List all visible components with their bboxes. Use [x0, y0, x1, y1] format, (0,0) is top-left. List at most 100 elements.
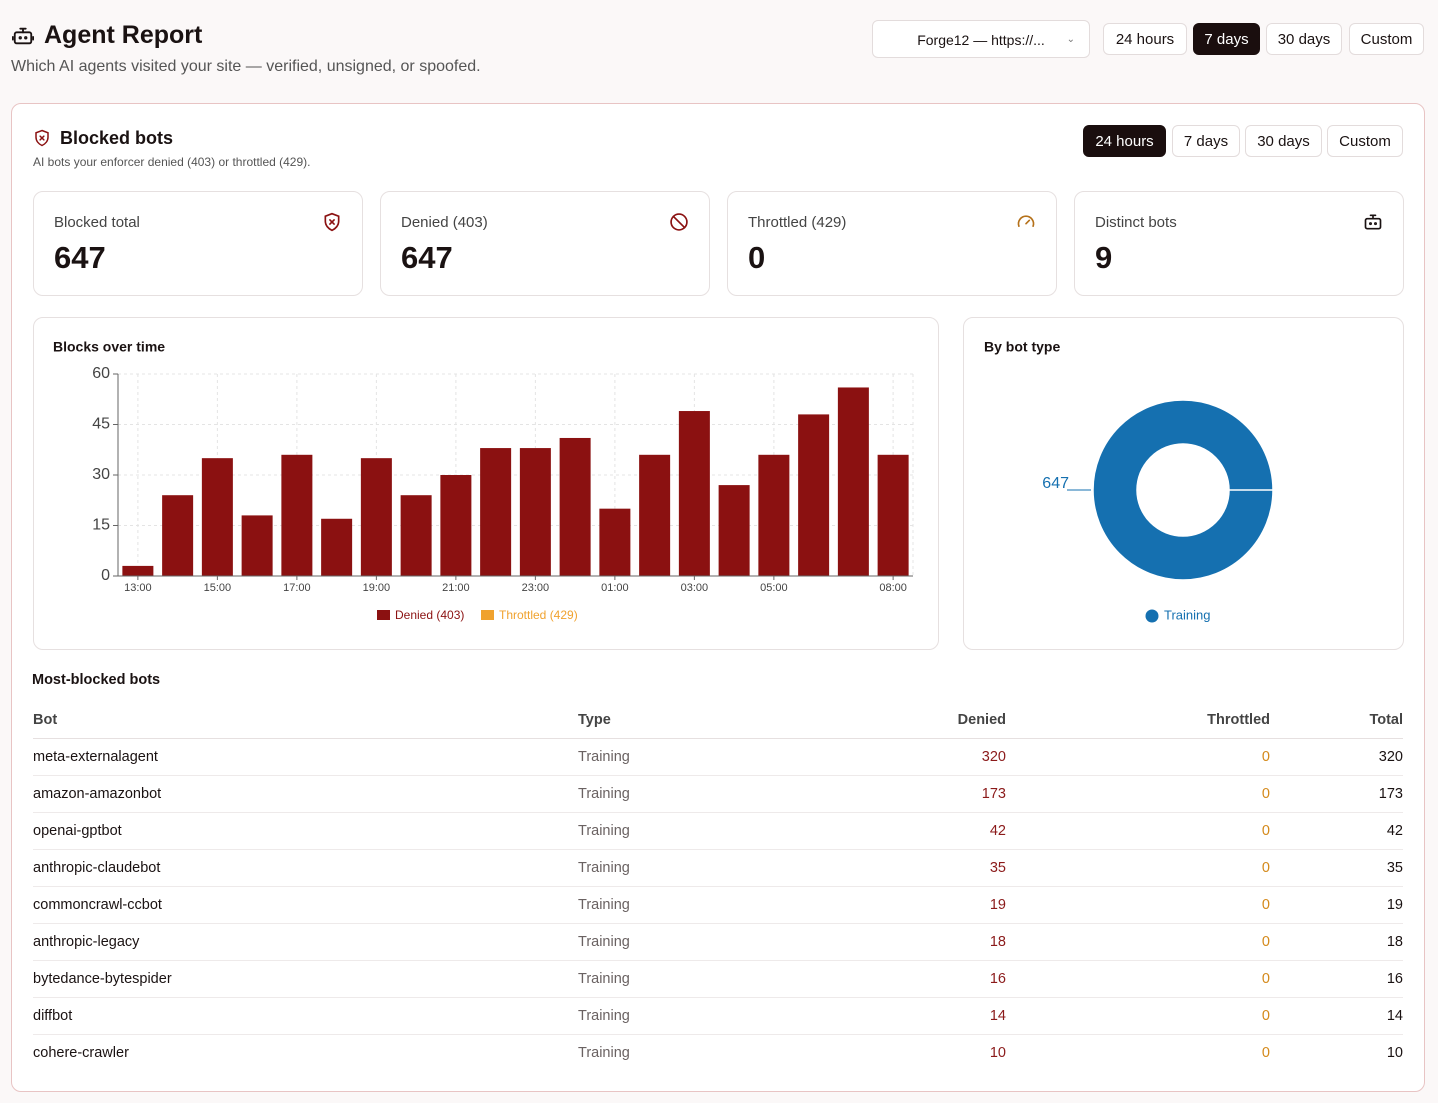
stat-icon	[1363, 212, 1383, 232]
table-cell: Training	[578, 934, 630, 950]
row-divider	[33, 1034, 1403, 1035]
legend-label: Throttled (429)	[499, 608, 578, 622]
legend-label: Denied (403)	[395, 608, 464, 622]
stat-icon	[1016, 212, 1036, 232]
table-cell: 0	[1261, 860, 1270, 876]
bar	[678, 411, 710, 576]
range-button[interactable]: 7 days	[1193, 23, 1260, 55]
robot-icon	[12, 27, 34, 45]
range-button[interactable]: 24 hours	[1103, 23, 1187, 55]
table-cell: 16	[989, 971, 1006, 987]
panel-title: Blocked bots	[60, 128, 174, 148]
bar	[281, 454, 313, 576]
y-tick-label: 45	[92, 416, 110, 433]
chevron: ⌄	[1066, 34, 1075, 45]
icon	[1364, 214, 1382, 230]
stat-card: Distinct bots 9	[1074, 191, 1404, 296]
header-divider	[33, 738, 1403, 739]
charts: Blocks over time 0 15 30 45 60 13:00 15:00 17:00…	[53, 339, 1274, 623]
row-divider	[33, 849, 1403, 850]
bar	[360, 458, 392, 576]
table-cell: 0	[1261, 971, 1270, 987]
stat-icon	[322, 212, 342, 232]
stat-label: Blocked total	[54, 214, 140, 231]
column-header: Denied	[957, 712, 1006, 728]
table-cell: 19	[1386, 897, 1403, 913]
table-cell: 16	[1386, 971, 1403, 987]
bar	[122, 565, 154, 576]
stat-value: 9	[1095, 240, 1113, 275]
column-header: Throttled	[1207, 712, 1270, 728]
stat-value: 0	[748, 240, 766, 275]
panel-subtitle: AI bots your enforcer denied (403) or th…	[33, 155, 311, 169]
table-cell: 0	[1261, 1045, 1270, 1061]
x-tick-label: 17:00	[283, 582, 311, 594]
table-cell: 10	[989, 1045, 1006, 1061]
table-cell: 42	[1386, 823, 1403, 839]
table-cell: 35	[1386, 860, 1403, 876]
row-divider	[33, 812, 1403, 813]
legend-label: Training	[1164, 607, 1210, 622]
range-button[interactable]: Custom	[1327, 125, 1403, 157]
table-cell: 0	[1261, 934, 1270, 950]
bar	[599, 508, 631, 576]
table-cell: 0	[1261, 897, 1270, 913]
icon	[324, 212, 340, 232]
y-tick-label: 30	[92, 466, 110, 483]
column-header: Total	[1369, 712, 1403, 728]
stat-value: 647	[54, 240, 106, 275]
x-tick-label: 19:00	[363, 582, 391, 594]
table-cell: amazon-amazonbot	[33, 786, 162, 802]
stat-icon	[669, 212, 689, 232]
x-tick-label: 08:00	[879, 582, 907, 594]
x-tick-label: 05:00	[760, 582, 788, 594]
table-cell: 10	[1386, 1045, 1403, 1061]
table-cell: anthropic-claudebot	[33, 860, 161, 876]
table-cell: 320	[1378, 749, 1403, 765]
table-cell: cohere-crawler	[33, 1045, 129, 1061]
table-cell: 35	[989, 860, 1006, 876]
table-cell: 173	[1378, 786, 1403, 802]
row-divider	[33, 886, 1403, 887]
bar	[639, 454, 671, 576]
table-cell: commoncrawl-ccbot	[33, 897, 162, 913]
row-divider	[33, 923, 1403, 924]
column-header: Type	[578, 712, 611, 728]
table-cell: 320	[981, 749, 1006, 765]
legend-swatch	[377, 610, 390, 620]
site-select[interactable]: Forge12 — https://... ⌄	[872, 20, 1090, 58]
chart-title: By bot type	[984, 339, 1060, 355]
bar	[559, 437, 591, 576]
stat-card: Throttled (429) 0	[727, 191, 1057, 296]
chart-title: Blocks over time	[53, 339, 165, 355]
table-title: Most-blocked bots	[32, 672, 161, 688]
table-cell: 18	[1386, 934, 1403, 950]
x-tick-label: 13:00	[124, 582, 152, 594]
range-button[interactable]: 30 days	[1266, 23, 1342, 55]
stat-card: Blocked total 647	[33, 191, 363, 296]
table-cell: openai-gptbot	[33, 823, 122, 839]
range-button[interactable]: 7 days	[1172, 125, 1240, 157]
value-label: 647	[1042, 475, 1069, 492]
table-cell: Training	[578, 749, 630, 765]
legend-swatch	[481, 610, 494, 620]
bar	[837, 387, 869, 576]
bar	[162, 495, 194, 576]
bar	[758, 454, 790, 576]
range-button[interactable]: Custom	[1349, 23, 1424, 55]
row-divider	[33, 775, 1403, 776]
icon	[1017, 215, 1035, 227]
bar	[718, 485, 750, 576]
row-divider	[33, 960, 1403, 961]
range-button[interactable]: 30 days	[1245, 125, 1322, 157]
table-cell: Training	[578, 786, 630, 802]
page-subtitle: Which AI agents visited your site — veri…	[11, 58, 481, 75]
table-cell: 0	[1261, 823, 1270, 839]
range-button[interactable]: 24 hours	[1083, 125, 1166, 157]
table-cell: bytedance-bytespider	[33, 971, 172, 987]
site-select-text: Forge12 — https://...	[917, 32, 1045, 48]
bar	[201, 458, 233, 576]
table-cell: 0	[1261, 749, 1270, 765]
stat-label: Denied (403)	[401, 214, 488, 231]
